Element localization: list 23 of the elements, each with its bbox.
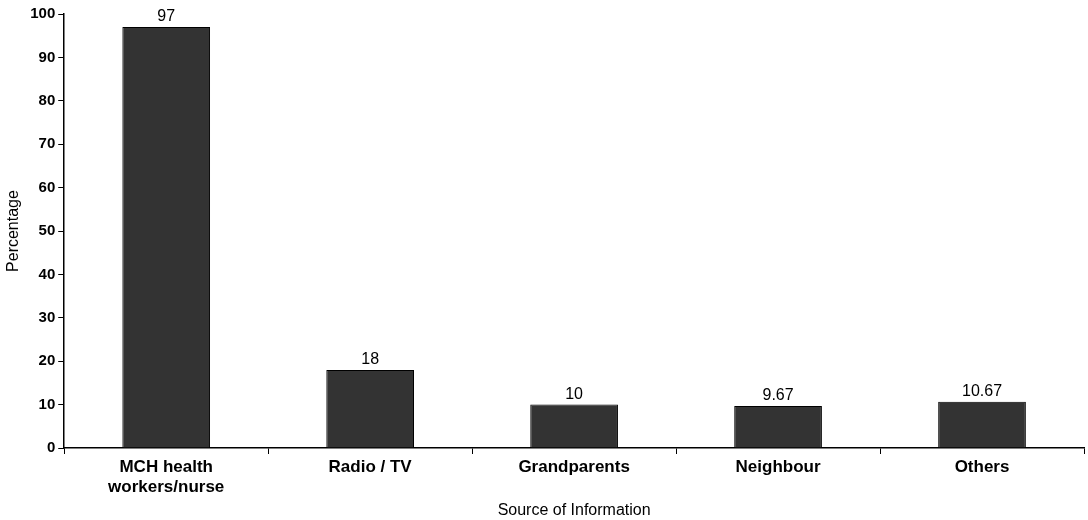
y-tick-label: 10 xyxy=(38,394,56,412)
x-tick-label: MCH health workers/nurse xyxy=(107,456,225,497)
y-axis-title: Percentage xyxy=(4,189,22,272)
y-tick-label: 90 xyxy=(38,47,56,65)
y-tick-label: 0 xyxy=(46,438,56,456)
y-tick-label: 20 xyxy=(38,351,56,369)
x-axis-title: Source of Information xyxy=(497,500,651,518)
y-tick-label: 70 xyxy=(38,134,56,152)
x-tick-label: Grandparents xyxy=(518,456,630,476)
y-tick-label: 40 xyxy=(38,264,56,282)
data-label: 9.67 xyxy=(762,386,794,404)
y-tick-label: 80 xyxy=(38,90,56,108)
data-label: 10.67 xyxy=(962,382,1003,400)
x-tick-label: Others xyxy=(954,456,1010,476)
y-tick-label: 60 xyxy=(38,177,56,195)
x-tick-label: Neighbour xyxy=(735,456,821,476)
data-label: 18 xyxy=(361,350,380,368)
data-label: 97 xyxy=(157,7,176,25)
data-label: 10 xyxy=(565,385,584,403)
y-tick-label: 50 xyxy=(38,221,56,239)
y-tick-label: 30 xyxy=(38,307,56,325)
x-tick-label: Radio / TV xyxy=(328,456,413,476)
y-tick-label: 100 xyxy=(30,4,56,22)
